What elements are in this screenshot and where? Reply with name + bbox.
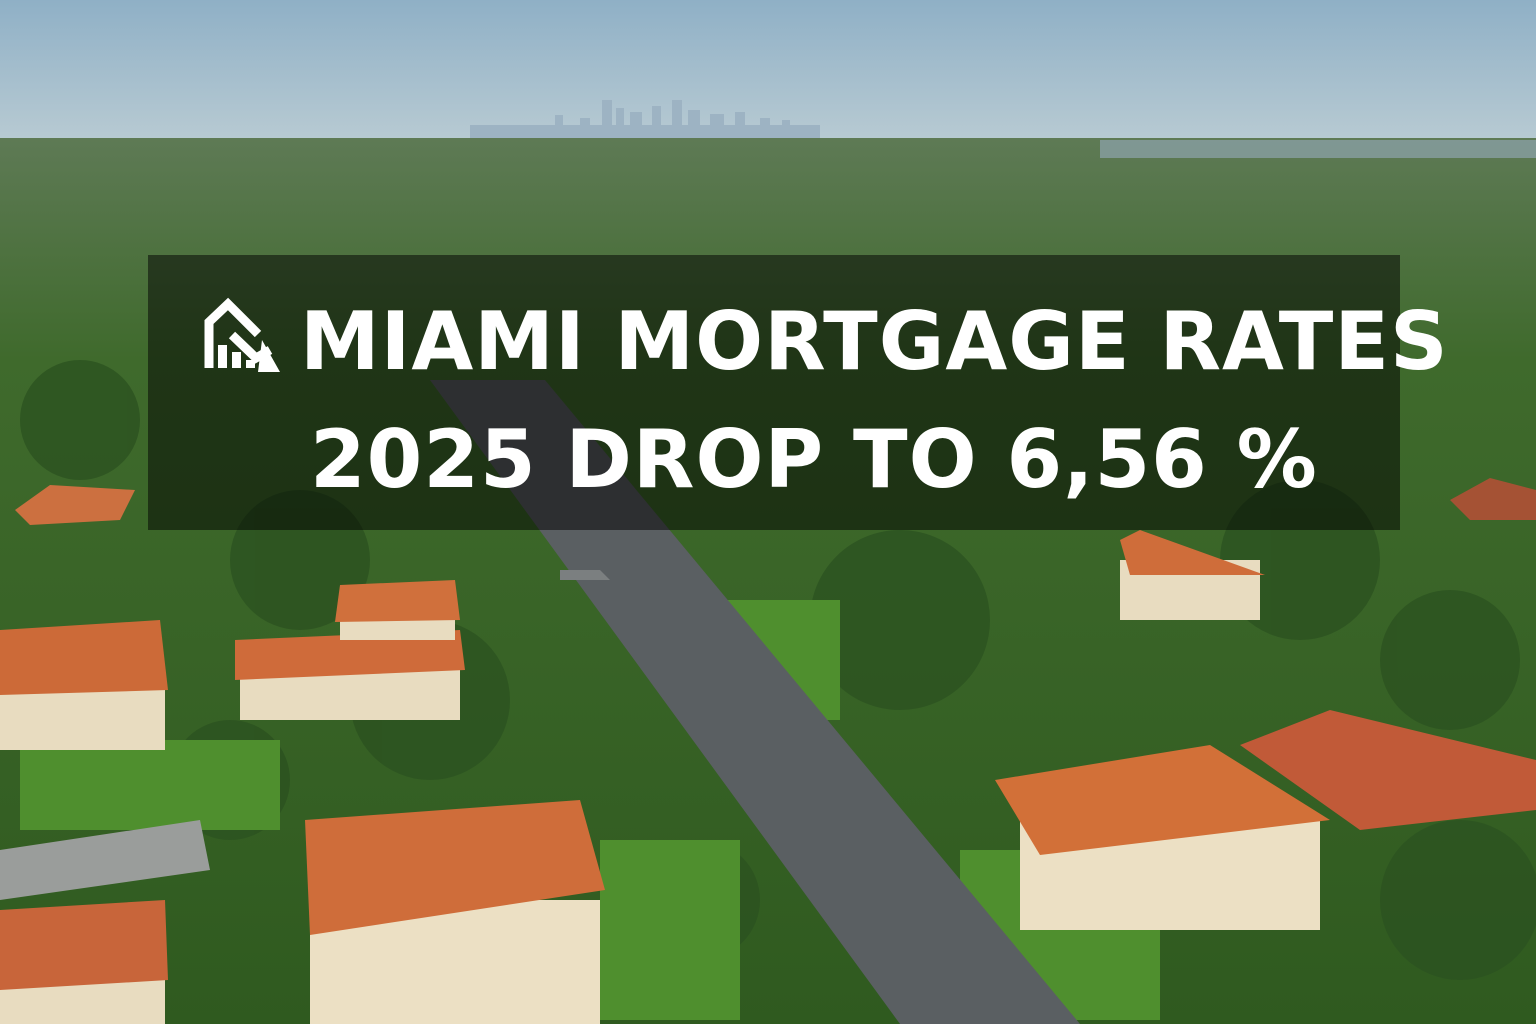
house-chart-icon: [204, 297, 280, 372]
headline-line: MIAMI MORTGAGE RATES: [300, 295, 1449, 388]
houses: [0, 478, 1536, 1024]
bay: [1100, 140, 1536, 158]
road-cross: [560, 570, 610, 580]
headline-line: 2025 DROP TO 6,56 %: [310, 413, 1318, 506]
headline-panel: [148, 255, 1400, 530]
road: [430, 380, 1080, 1024]
side-road: [0, 820, 210, 900]
skyline: [470, 100, 820, 140]
